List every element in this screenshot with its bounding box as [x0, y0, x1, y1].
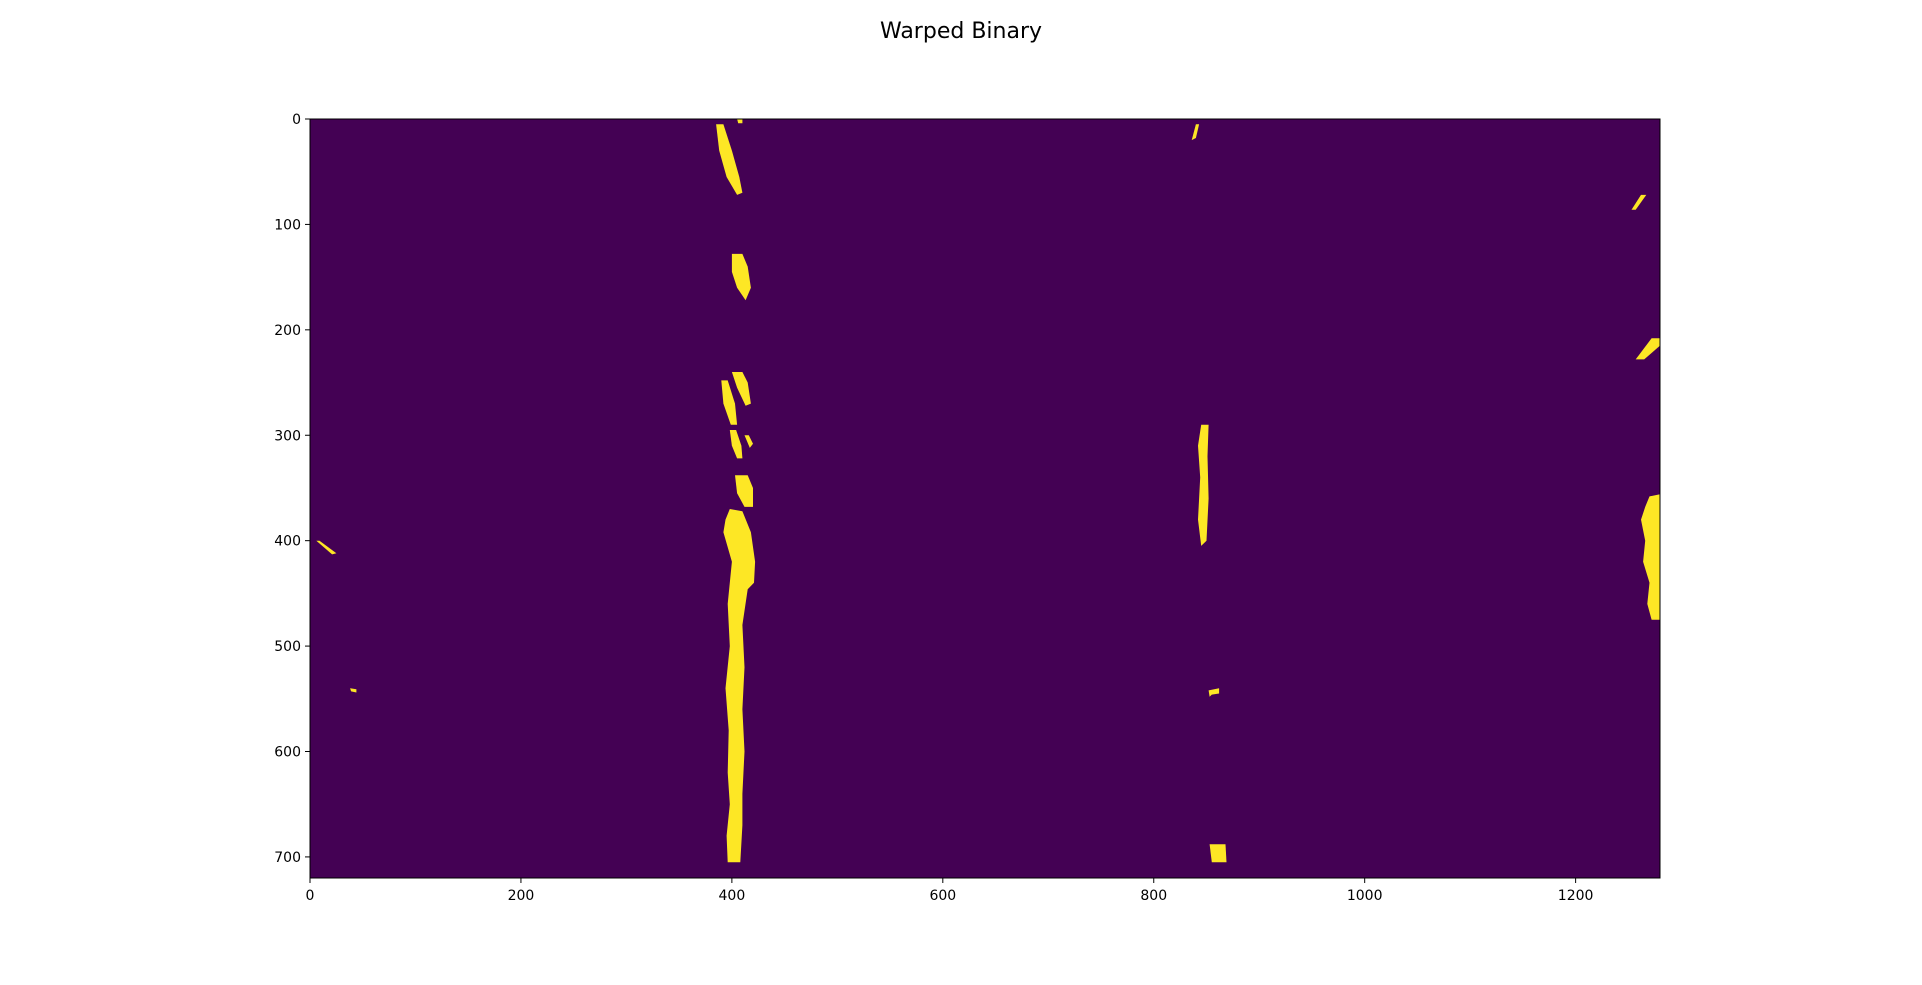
- x-tick-label: 1000: [1347, 888, 1383, 904]
- blob-left-lane-segment-3b: [721, 380, 738, 425]
- blob-left-lane-bottom-a: [735, 475, 753, 507]
- blob-left-lane-top: [716, 124, 743, 195]
- blob-right-lane-mid: [1198, 424, 1209, 546]
- blob-left-lane-bottom-b: [723, 509, 756, 863]
- y-tick-label: 600: [274, 745, 301, 761]
- x-axis: 0 200 400 600 800 1000 1200: [306, 878, 1594, 904]
- blob-right-lane-dot: [1208, 688, 1220, 697]
- x-tick-label: 800: [1140, 888, 1167, 904]
- blob-left-edge-dot: [350, 688, 357, 693]
- blob-left-edge-streak: [316, 540, 337, 555]
- blob-left-lane-segment-3d: [744, 435, 753, 448]
- y-tick-label: 700: [274, 850, 301, 866]
- x-tick-label: 600: [929, 888, 956, 904]
- blob-left-lane-segment-2: [731, 253, 751, 301]
- y-tick-label: 500: [274, 639, 301, 655]
- blob-far-right-mid: [1635, 338, 1660, 360]
- x-tick-label: 200: [508, 888, 535, 904]
- blob-left-lane-segment-3a: [731, 372, 751, 406]
- x-tick-label: 400: [719, 888, 746, 904]
- blob-far-right-hatch: [1641, 494, 1660, 620]
- detected-pixels: [316, 119, 1660, 863]
- plot-frame: [309, 118, 1661, 879]
- blob-left-lane-top-dot: [737, 119, 743, 124]
- y-axis: 0 100 200 300 400 500 600 700: [274, 112, 310, 866]
- x-tick-label: 1200: [1558, 888, 1594, 904]
- blob-right-lane-top: [1191, 124, 1200, 141]
- y-tick-label: 100: [274, 217, 301, 233]
- plot-area: [309, 118, 1661, 879]
- y-tick-label: 400: [274, 534, 301, 550]
- image-background: [310, 119, 1660, 878]
- y-tick-label: 0: [292, 112, 301, 128]
- blob-far-right-top: [1631, 194, 1647, 210]
- blob-right-lane-bottom: [1209, 844, 1227, 863]
- blob-left-lane-segment-3c: [729, 430, 743, 459]
- y-tick-label: 200: [274, 323, 301, 339]
- chart-title: Warped Binary: [880, 19, 1042, 44]
- y-tick-label: 300: [274, 428, 301, 444]
- x-tick-label: 0: [306, 888, 315, 904]
